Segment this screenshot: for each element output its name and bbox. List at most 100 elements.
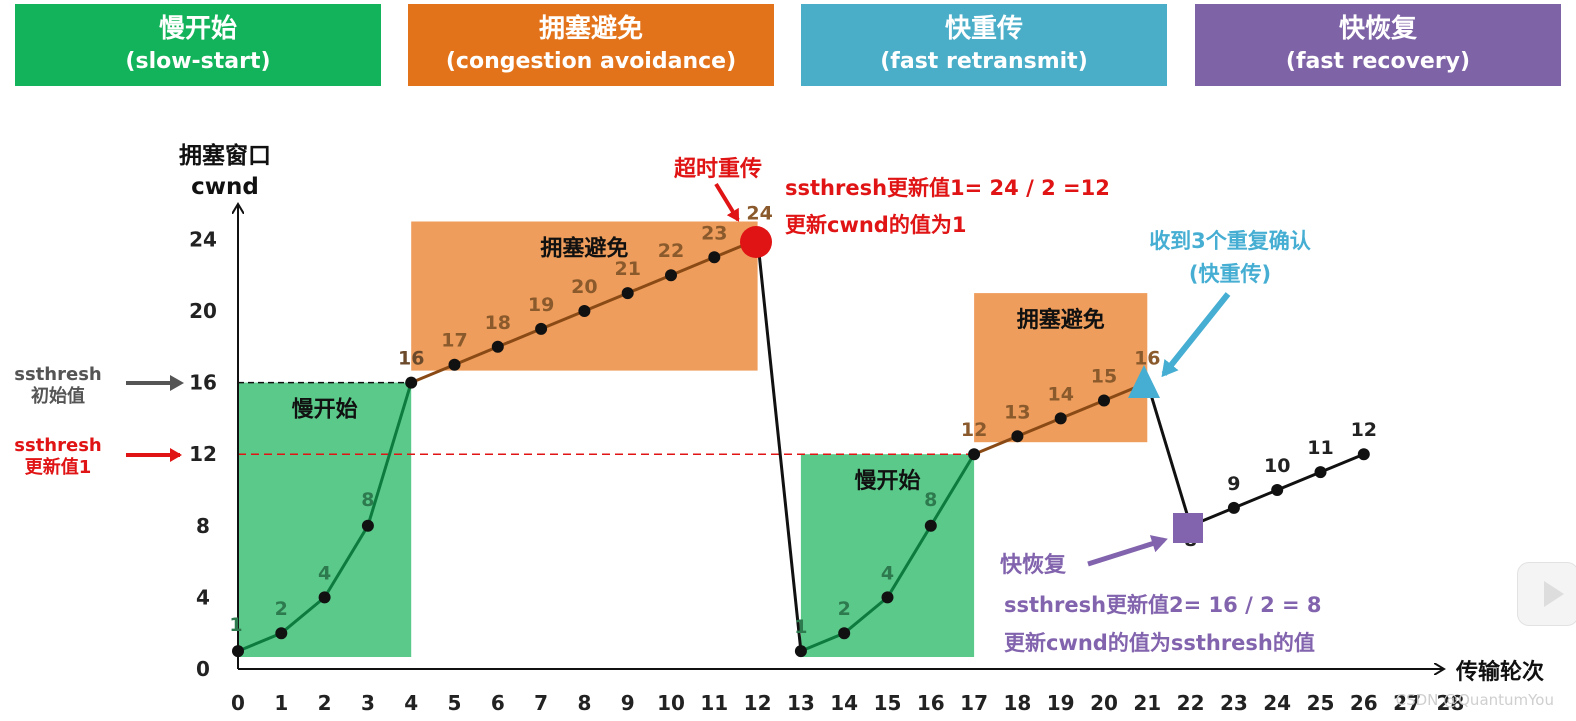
triple-ack-label-line2: (快重传): [1189, 262, 1271, 286]
cwnd-segment: [627, 273, 672, 295]
x-tick-label: 26: [1350, 691, 1378, 715]
phase-slow-start-title: 慢开始: [158, 14, 237, 44]
point-labels: 1248161718192021222324124812131415168910…: [229, 202, 1377, 638]
phase-region-label-2: 慢开始: [854, 468, 920, 494]
x-tick-label: 21: [1133, 691, 1161, 715]
phase-region-2: [800, 454, 975, 657]
phase-fast-recovery-subtitle: (fast recovery): [1285, 49, 1471, 74]
y-tick-label: 24: [189, 227, 217, 251]
phase-fast-recovery: 快恢复 (fast recovery): [1195, 4, 1561, 86]
cwnd-point: [232, 645, 244, 658]
triple-ack-arrow: [1161, 292, 1231, 378]
cwnd-segment: [323, 525, 370, 599]
x-tick-label: 18: [1003, 691, 1031, 715]
x-tick-label: 28: [1436, 691, 1464, 715]
play-button[interactable]: [1517, 562, 1576, 626]
y-tick-label: 16: [189, 371, 217, 395]
cwnd-point-label: 20: [571, 276, 597, 298]
cwnd-segment: [280, 596, 326, 635]
y-axis-title-zh: 拥塞窗口: [179, 142, 271, 169]
cwnd-point-label: 9: [1227, 473, 1240, 495]
timeout-arrow: [714, 182, 740, 222]
cwnd-point: [1314, 466, 1327, 479]
phase-congestion-avoidance: 拥塞避免 (congestion avoidance): [408, 4, 774, 86]
cwnd-point: [1011, 430, 1024, 443]
cwnd-point-label: 1: [229, 614, 242, 636]
phase-region-1: [411, 221, 758, 371]
triple-ack-label-line1: 收到3个重复确认: [1149, 229, 1311, 253]
cwnd-point: [491, 340, 504, 353]
x-axis-title: 传输轮次: [1455, 659, 1544, 685]
fast-recovery-note-line2: 更新cwnd的值为ssthresh的值: [1004, 631, 1315, 655]
x-tick-label: 8: [577, 691, 591, 715]
cwnd-point-label: 11: [1307, 437, 1333, 459]
cwnd-point: [621, 287, 634, 300]
cwnd-segment: [800, 631, 845, 653]
cwnd-point-label: 8: [924, 489, 937, 511]
timeout-marker: [740, 226, 772, 258]
cwnd-segment: [453, 345, 499, 367]
cwnd-point: [708, 251, 721, 264]
cwnd-point-label: 10: [1264, 455, 1290, 477]
x-tick-label: 17: [960, 691, 988, 715]
cwnd-point: [968, 448, 981, 461]
threshold-lines: [238, 381, 975, 455]
cwnd-point: [535, 322, 548, 335]
x-tick-label: 16: [917, 691, 945, 715]
phase-region-label-0: 慢开始: [292, 397, 358, 423]
y-tick-label: 4: [196, 585, 210, 609]
cwnd-point-label: 17: [441, 330, 467, 352]
cwnd-segment: [843, 596, 889, 635]
cwnd-point-label: 4: [881, 562, 894, 584]
cwnd-point-label: 18: [485, 312, 511, 334]
cwnd-point: [881, 591, 894, 604]
cwnd-point-label: 15: [1091, 366, 1117, 388]
x-tick-label: 4: [404, 691, 418, 715]
cwnd-point-label: 21: [614, 258, 640, 280]
cwnd-point: [665, 269, 677, 282]
x-tick-label: 12: [744, 691, 772, 715]
cwnd-segment: [886, 525, 933, 599]
cwnd-point: [1271, 484, 1284, 496]
cwnd-segment: [973, 434, 1018, 456]
ssthresh-initial-label-line1: ssthresh: [14, 364, 101, 385]
fast-recovery-arrow: [1087, 535, 1168, 567]
y-tick-label: 0: [196, 657, 210, 681]
cwnd-point: [275, 627, 288, 640]
x-tick-label: 20: [1090, 691, 1118, 715]
cwnd-point-label: 24: [746, 202, 772, 224]
cwnd-segment: [1016, 417, 1062, 438]
phase-region-label-1: 拥塞避免: [540, 236, 628, 262]
cwnd-point-label: 4: [318, 562, 331, 584]
fast-recovery-note-line1: ssthresh更新值2= 16 / 2 = 8: [1004, 593, 1322, 617]
x-tick-label: 23: [1220, 691, 1248, 715]
x-tick-label: 27: [1393, 691, 1421, 715]
x-tick-label: 6: [491, 691, 505, 715]
x-tick-label: 22: [1177, 691, 1205, 715]
x-tick-label: 10: [657, 691, 685, 715]
cwnd-point-label: 12: [1351, 419, 1377, 441]
x-tick-label: 24: [1263, 691, 1291, 715]
x-tick-label: 1: [274, 691, 288, 715]
cwnd-point-label: 13: [1004, 401, 1030, 423]
cwnd-point-label: 16: [1134, 348, 1160, 370]
cwnd-segment: [929, 453, 976, 527]
x-tick-label: 19: [1047, 691, 1075, 715]
cwnd-point-label: 2: [838, 598, 851, 620]
cwnd-point: [1227, 501, 1240, 514]
x-tick-label: 7: [534, 691, 548, 715]
cwnd-point-label: 23: [701, 222, 727, 244]
cwnd-segment: [237, 631, 282, 653]
cwnd-point: [361, 519, 374, 532]
cwnd-segment: [1145, 382, 1193, 527]
phase-slow-start: 慢开始 (slow-start): [15, 4, 381, 86]
x-tick-label: 15: [874, 691, 902, 715]
cwnd-segment: [756, 239, 803, 652]
timeout-label: 超时重传: [674, 157, 762, 182]
phase-congestion-avoidance-title: 拥塞避免: [538, 14, 643, 44]
cwnd-point-label: 8: [361, 489, 374, 511]
cwnd-segment: [670, 255, 715, 277]
cwnd-point: [405, 376, 418, 389]
fast-recovery-label: 快恢复: [1000, 552, 1067, 578]
